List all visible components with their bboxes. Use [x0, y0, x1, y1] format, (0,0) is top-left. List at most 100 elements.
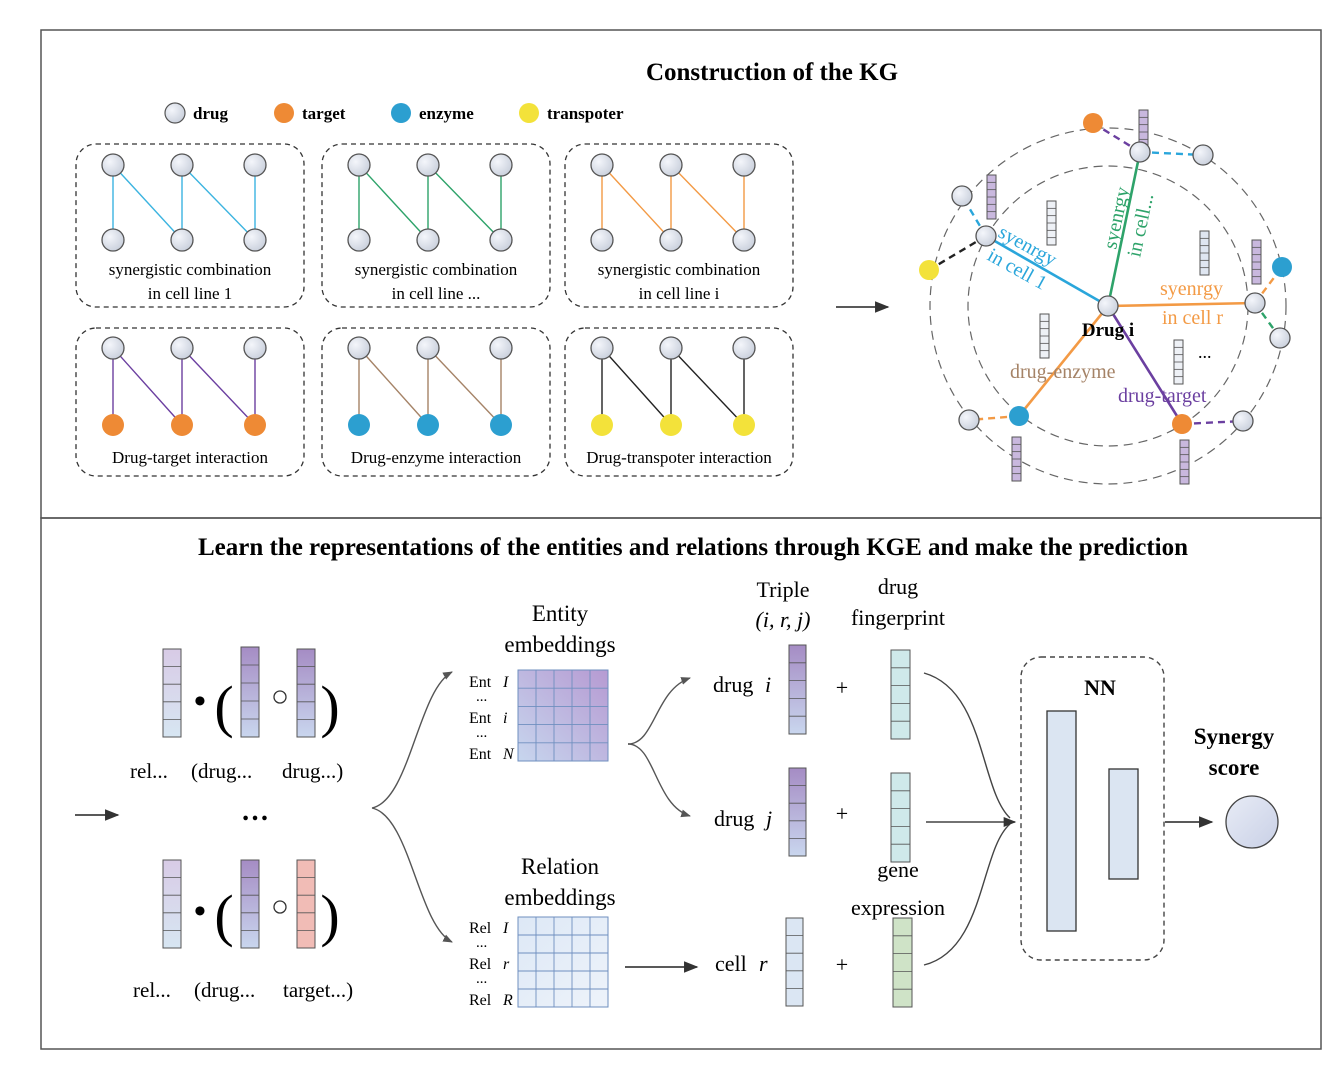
entity-node [660, 414, 682, 436]
fingerprint-j-vector [890, 772, 911, 863]
relation-vector-body [162, 648, 182, 738]
subgraph-caption: synergistic combination [109, 260, 272, 279]
drug-vector [240, 859, 260, 949]
fingerprint-i-vector-body [890, 649, 911, 740]
row1-label-drug-b: drug...) [282, 759, 343, 783]
legend-transpoter-swatch [519, 103, 539, 123]
synergy-score-node [1225, 795, 1279, 849]
subgraph-edge [601, 347, 672, 426]
drug-vector [296, 648, 316, 738]
cell-r-embedding-body [785, 917, 804, 1007]
kg-drug-node [1269, 327, 1291, 349]
drug-node [243, 153, 267, 177]
kg-ellipsis: ... [1198, 342, 1212, 362]
legend: drug target enzyme transpoter [164, 102, 624, 124]
row2-label-rel: rel... [133, 978, 171, 1002]
legend-enzyme-swatch [391, 103, 411, 123]
row-label-prefix: Ent [469, 674, 492, 691]
hadamard-operator [273, 690, 287, 704]
edge-outer-3 [1092, 121, 1141, 154]
drug-node [489, 336, 513, 360]
relation-title-l2: embeddings [504, 885, 615, 910]
drug-node [590, 228, 614, 252]
paren-close: ) [320, 883, 339, 948]
relation-vector [162, 648, 182, 738]
knowledge-graph: Drug i syenrgy in cell 1 syenrgy in cell… [919, 109, 1292, 485]
output-label-l2: score [1209, 755, 1260, 780]
edge-enzyme [1017, 305, 1110, 417]
drug-node [732, 336, 756, 360]
subgraph-caption: synergistic combination [598, 260, 761, 279]
drug-j-embedding [788, 767, 807, 857]
paren-open: ( [214, 674, 233, 739]
kg-target-node [1172, 414, 1192, 434]
kg-enzyme-node [1272, 257, 1292, 277]
row-label-ellipsis: ... [476, 971, 487, 987]
subgraph-box [75, 143, 305, 308]
entity-node [490, 414, 512, 436]
entity-title-l2: embeddings [504, 632, 615, 657]
subgraph-edge [427, 164, 502, 241]
matrix-body [517, 669, 609, 762]
legend-target-swatch [274, 103, 294, 123]
drug-node [659, 336, 683, 360]
hadamard-operator [273, 900, 287, 914]
curve-to-entity [371, 671, 453, 809]
paren-open: ( [214, 883, 233, 948]
gene-expression-vector [892, 917, 913, 1008]
entity-node [244, 414, 266, 436]
fingerprint-j-vector-body [890, 772, 911, 863]
merge-curve-bottom [923, 823, 1011, 966]
subgraph-edge [427, 347, 502, 426]
row1-label-rel: rel... [130, 759, 168, 783]
drug-node [243, 336, 267, 360]
subgraph-edge [112, 164, 183, 241]
subgraph-caption: Drug-enzyme interaction [351, 448, 522, 467]
triple-label-l1: Triple [757, 577, 810, 602]
drug-node [732, 153, 756, 177]
row2-label-target: target...) [283, 978, 353, 1002]
row-label-prefix: Rel [469, 992, 492, 1009]
kg-rel-cellr-line1: syenrgy [1160, 278, 1223, 300]
matrix-body [517, 916, 609, 1008]
relation-row-labels: Rel I...Rel r...Rel R [469, 920, 513, 1009]
legend-transpoter-label: transpoter [547, 104, 624, 123]
entity-node [348, 414, 370, 436]
kg-vector-bar [1011, 436, 1022, 482]
kg-rel-cellr-line2: in cell r [1162, 307, 1223, 329]
subgraph-edge [112, 347, 183, 426]
subgraph-edge [601, 164, 672, 241]
entity-row-labels: Ent I...Ent i...Ent N [469, 674, 515, 763]
drug-node [590, 153, 614, 177]
row-label-prefix: Ent [469, 746, 492, 763]
drug-j-embedding-body [788, 767, 807, 857]
drug-i-embedding [788, 644, 807, 735]
subgraph-box [564, 143, 794, 308]
row-label-prefix: Rel [469, 920, 492, 937]
fingerprint-label-l2: fingerprint [851, 605, 945, 630]
drug-node [347, 153, 371, 177]
nn-box [1020, 656, 1165, 961]
output-label-l1: Synergy [1194, 724, 1275, 749]
kg-drug-node [975, 225, 997, 247]
kg-vector-bar [986, 174, 997, 220]
subgraph-edge [358, 347, 429, 426]
kg-rel-target: drug-target [1118, 385, 1207, 407]
edge-cell1 [985, 234, 1109, 308]
bottom-title: Learn the representations of the entitie… [198, 534, 1188, 561]
gene-expression-label-l2: expression [851, 895, 945, 920]
drug-node [416, 336, 440, 360]
edge-celldots [1106, 151, 1142, 307]
relation-vector [162, 859, 182, 949]
drug-node [489, 153, 513, 177]
curve-to-relation [371, 807, 453, 943]
input-drug-i-prefix: drug [713, 672, 753, 697]
subgraph-box [321, 327, 551, 477]
kg-center-drug-node [1097, 295, 1119, 317]
drug-node [101, 153, 125, 177]
kg-drug-node [1192, 144, 1214, 166]
subgraph-grid: synergistic combination in cell line 1 syn… [75, 143, 794, 477]
subgraph-edge [181, 164, 256, 241]
drug-vector-body [240, 859, 260, 949]
